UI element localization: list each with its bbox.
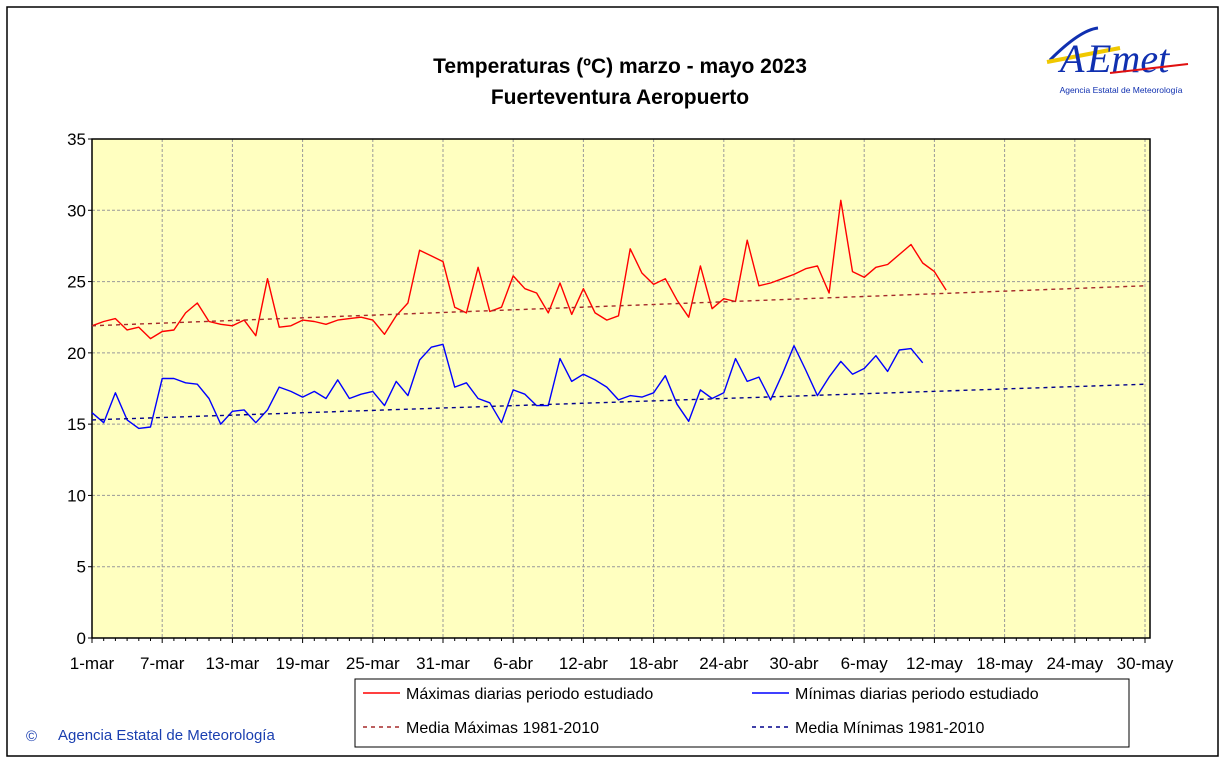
legend-box	[354, 678, 1130, 748]
x-tick-label: 6-may	[841, 654, 889, 673]
legend-label-max: Máximas diarias periodo estudiado	[406, 686, 653, 703]
aemet-logo: A Emet Agencia Estatal de Meteorología	[1046, 26, 1189, 95]
x-tick-label: 24-abr	[699, 654, 748, 673]
x-tick-label: 12-may	[906, 654, 963, 673]
y-tick-label: 20	[67, 344, 86, 363]
copyright-icon: ©	[26, 728, 37, 745]
series-min-line	[91, 343, 924, 430]
chart-subtitle: Fuerteventura Aeropuerto	[491, 86, 749, 109]
copyright-text: Agencia Estatal de Meteorología	[58, 727, 275, 744]
x-tick-label: 13-mar	[205, 654, 259, 673]
legend-label-min: Mínimas diarias periodo estudiado	[795, 686, 1039, 703]
x-tick-label: 30-may	[1117, 654, 1174, 673]
x-tick-label: 25-mar	[346, 654, 400, 673]
x-tick-label: 24-may	[1046, 654, 1103, 673]
x-tick-label: 7-mar	[140, 654, 185, 673]
logo-wordmark-emet: Emet	[1086, 36, 1170, 81]
y-tick-label: 10	[67, 486, 86, 505]
y-tick-label: 30	[67, 201, 86, 220]
logo-red-stroke	[1109, 63, 1189, 74]
x-tick-label: 31-mar	[416, 654, 470, 673]
logo-wordmark-a: A	[1057, 36, 1085, 81]
series-max-line	[91, 199, 947, 340]
y-axis-ticks: 0 5 10 15 20 25 30 35	[67, 130, 92, 648]
x-tick-label: 18-may	[976, 654, 1033, 673]
y-tick-label: 5	[77, 558, 86, 577]
x-axis-ticks: 1-mar 7-mar 13-mar 19-mar 25-mar 31-mar 6-abr 1…	[70, 638, 1174, 673]
legend-label-mean-max: Media Máximas 1981-2010	[406, 720, 599, 737]
x-tick-label: 12-abr	[559, 654, 608, 673]
y-tick-label: 25	[67, 273, 86, 292]
x-tick-label: 30-abr	[769, 654, 818, 673]
x-tick-label: 19-mar	[276, 654, 330, 673]
y-tick-label: 15	[67, 415, 86, 434]
x-tick-label: 1-mar	[70, 654, 115, 673]
series-lines	[91, 199, 1146, 430]
legend-label-mean-min: Media Mínimas 1981-2010	[795, 720, 985, 737]
logo-swoosh-blue	[1048, 26, 1099, 62]
plot-border	[91, 138, 1151, 639]
logo-swoosh-yellow	[1046, 46, 1121, 64]
chart-title: Temperaturas (ºC) marzo - mayo 2023	[433, 55, 807, 78]
legend: Máximas diarias periodo estudiado Mínima…	[354, 678, 1130, 748]
plot-area	[92, 139, 1150, 638]
y-tick-label: 35	[67, 130, 86, 149]
y-tick-label: 0	[77, 629, 86, 648]
x-tick-label: 6-abr	[493, 654, 533, 673]
logo-tagline: Agencia Estatal de Meteorología	[1060, 85, 1183, 95]
x-tick-label: 18-abr	[629, 654, 678, 673]
